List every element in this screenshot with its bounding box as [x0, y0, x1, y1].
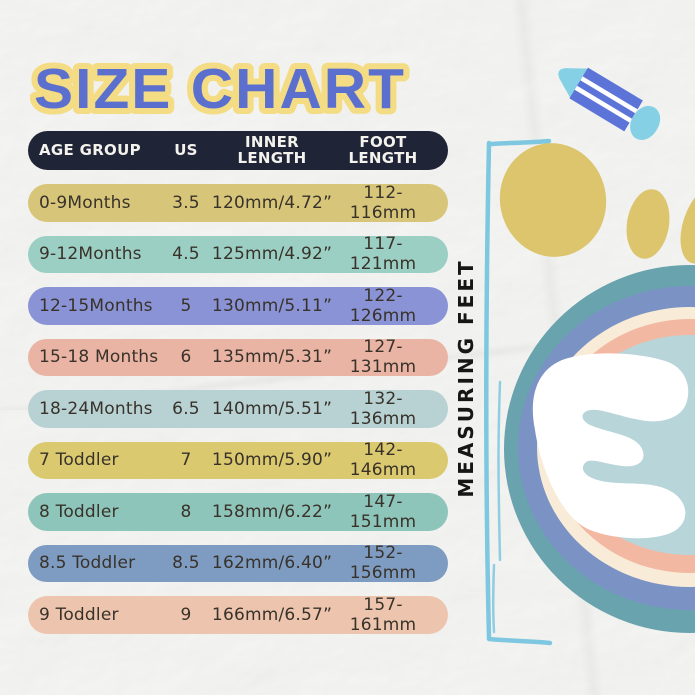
- cell-inner-length: 120mm/4.72”: [211, 192, 333, 213]
- pencil-tip: [558, 68, 590, 100]
- header-us-size: US: [174, 140, 198, 159]
- table-row: 8.5 Toddler 8.5 162mm/6.40” 152-156mm: [28, 543, 448, 584]
- cell-us-size: 4.5: [172, 244, 200, 265]
- cell-age-group: 8 Toddler: [39, 501, 119, 522]
- cell-foot-length: 157-161mm: [349, 594, 417, 635]
- measuring-feet-label: MEASURING FEET: [454, 258, 478, 498]
- header-age-group: AGE GROUP: [39, 140, 141, 159]
- cell-inner-length: 166mm/6.57”: [211, 604, 333, 625]
- cell-age-group: 7 Toddler: [39, 450, 119, 471]
- table-row: 12-15Months 5 130mm/5.11” 122-126mm: [28, 285, 448, 326]
- cell-age-group: 9-12Months: [39, 244, 142, 265]
- cell-inner-length: 162mm/6.40”: [211, 553, 333, 574]
- cell-inner-length: 158mm/6.22”: [211, 501, 333, 522]
- table-row: 0-9Months 3.5 120mm/4.72” 112-116mm: [28, 182, 448, 223]
- cell-us-size: 8.5: [172, 553, 200, 574]
- cell-us-size: 6.5: [172, 398, 200, 419]
- cell-inner-length: 140mm/5.51”: [211, 398, 333, 419]
- measuring-bracket-line: [484, 138, 553, 646]
- table-row: 9 Toddler 9 166mm/6.57” 157-161mm: [28, 594, 448, 635]
- cell-us-size: 7: [180, 450, 192, 471]
- cell-foot-length: 142-146mm: [349, 440, 417, 481]
- page-title: SIZE CHART: [34, 57, 406, 121]
- cell-foot-length: 127-131mm: [349, 337, 417, 378]
- cell-inner-length: 135mm/5.31”: [211, 347, 333, 368]
- size-table-rows: 0-9Months 3.5 120mm/4.72” 112-116mm 9-12…: [28, 182, 448, 635]
- cell-us-size: 3.5: [172, 192, 200, 213]
- cell-age-group: 15-18 Months: [39, 347, 159, 368]
- cell-inner-length: 125mm/4.92”: [211, 244, 333, 265]
- table-row: 9-12Months 4.5 125mm/4.92” 117-121mm: [28, 234, 448, 275]
- table-header: AGE GROUP US INNER LENGTH FOOT LENGTH: [28, 131, 448, 170]
- cell-us-size: 5: [180, 295, 192, 316]
- cell-age-group: 9 Toddler: [39, 604, 119, 625]
- cell-us-size: 8: [180, 501, 192, 522]
- pencil-stripe: [574, 85, 632, 123]
- cell-foot-length: 117-121mm: [349, 234, 417, 275]
- cell-foot-length: 152-156mm: [349, 543, 417, 584]
- cell-inner-length: 150mm/5.90”: [211, 450, 333, 471]
- cell-us-size: 9: [180, 604, 192, 625]
- cell-foot-length: 147-151mm: [349, 491, 417, 532]
- table-row: 8 Toddler 8 158mm/6.22” 147-151mm: [28, 491, 448, 532]
- footprint-icon: [532, 353, 689, 539]
- cell-us-size: 6: [180, 347, 192, 368]
- table-row: 15-18 Months 6 135mm/5.31” 127-131mm: [28, 337, 448, 378]
- foot-illustration: [484, 138, 695, 646]
- cell-age-group: 18-24Months: [39, 398, 153, 419]
- cell-age-group: 12-15Months: [39, 295, 153, 316]
- header-foot-length: FOOT LENGTH: [348, 132, 418, 167]
- cell-foot-length: 112-116mm: [349, 182, 417, 223]
- size-table: AGE GROUP US INNER LENGTH FOOT LENGTH 0-…: [28, 131, 448, 635]
- title-banner: SIZE CHART: [30, 51, 410, 124]
- cell-foot-length: 122-126mm: [349, 285, 417, 326]
- cell-foot-length: 132-136mm: [349, 388, 417, 429]
- cell-age-group: 0-9Months: [39, 192, 131, 213]
- table-row: 7 Toddler 7 150mm/5.90” 142-146mm: [28, 440, 448, 481]
- pencil-eraser: [630, 105, 661, 140]
- cell-inner-length: 130mm/5.11”: [211, 295, 333, 316]
- toes-icon: [499, 143, 695, 264]
- table-row: 18-24Months 6.5 140mm/5.51” 132-136mm: [28, 388, 448, 429]
- cell-age-group: 8.5 Toddler: [39, 553, 136, 574]
- header-inner-length: INNER LENGTH: [237, 132, 307, 167]
- pencil-icon: [558, 67, 661, 140]
- pencil-stripe: [580, 76, 638, 114]
